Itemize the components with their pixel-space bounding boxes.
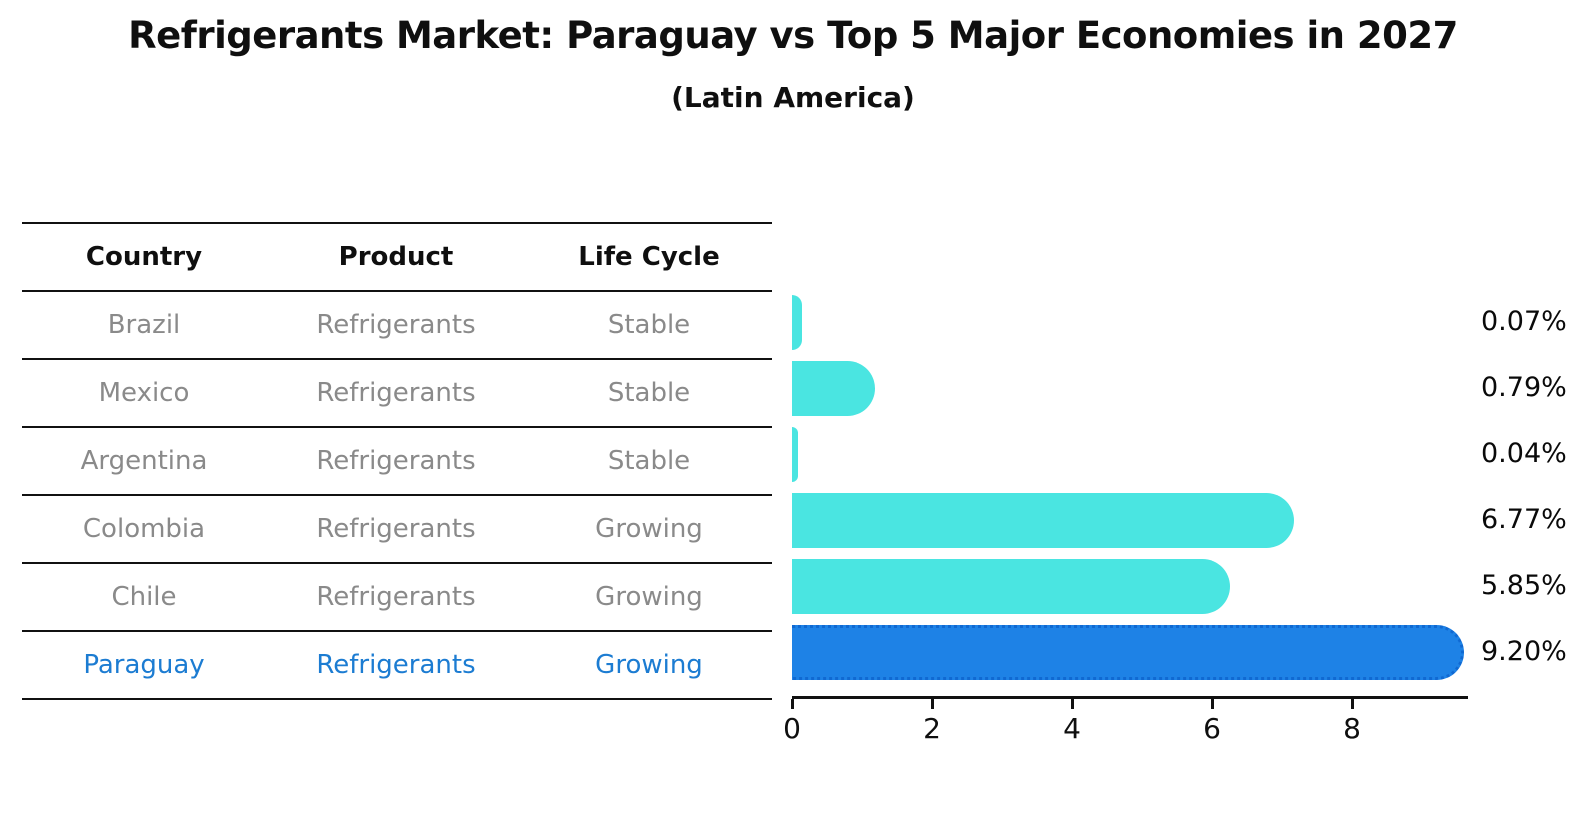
cell-country: Brazil	[107, 310, 181, 340]
cell-life-cycle: Growing	[595, 582, 703, 612]
x-tick-mark-2	[931, 699, 934, 709]
bar-argentina	[792, 426, 798, 482]
chart-subtitle: (Latin America)	[671, 81, 915, 114]
country-table: Country Product Life Cycle Brazil Refrige…	[22, 222, 772, 700]
x-axis-line	[792, 696, 1468, 699]
value-label-argentina: 0.04%	[1481, 438, 1567, 469]
value-label-chile: 5.85%	[1481, 570, 1567, 601]
value-label-brazil: 0.07%	[1481, 306, 1567, 337]
cell-country: Argentina	[80, 446, 208, 476]
cell-life-cycle: Growing	[595, 650, 703, 680]
x-tick-label-4: 4	[1063, 712, 1081, 745]
cell-life-cycle: Stable	[607, 310, 691, 340]
x-tick-label-6: 6	[1203, 712, 1221, 745]
cell-life-cycle: Growing	[595, 514, 703, 544]
bar-colombia	[792, 492, 1294, 548]
table-row-argentina: Argentina Refrigerants Stable	[22, 426, 772, 494]
bar-brazil	[792, 294, 802, 350]
bar-chile	[792, 558, 1230, 614]
table-header-life-cycle: Life Cycle	[578, 242, 720, 272]
cell-country: Colombia	[82, 514, 206, 544]
table-header-product: Product	[338, 242, 454, 272]
chart-title: Refrigerants Market: Paraguay vs Top 5 M…	[128, 14, 1458, 57]
value-label-colombia: 6.77%	[1481, 504, 1567, 535]
cell-country: Paraguay	[83, 650, 205, 680]
cell-product: Refrigerants	[316, 378, 476, 408]
value-label-paraguay: 9.20%	[1481, 636, 1567, 667]
x-tick-mark-8	[1351, 699, 1354, 709]
x-tick-label-2: 2	[923, 712, 941, 745]
value-label-mexico: 0.79%	[1481, 372, 1567, 403]
bar-paraguay	[792, 624, 1464, 680]
bar-mexico	[792, 360, 876, 416]
x-tick-label-8: 8	[1343, 712, 1361, 745]
x-tick-label-0: 0	[783, 712, 801, 745]
cell-life-cycle: Stable	[607, 378, 691, 408]
table-row-chile: Chile Refrigerants Growing	[22, 562, 772, 630]
cell-country: Chile	[111, 582, 177, 612]
table-row-colombia: Colombia Refrigerants Growing	[22, 494, 772, 562]
table-header-row: Country Product Life Cycle	[22, 222, 772, 290]
table-body: Brazil Refrigerants Stable Mexico Refrigeran…	[22, 290, 772, 698]
cell-life-cycle: Stable	[607, 446, 691, 476]
x-tick-mark-6	[1211, 699, 1214, 709]
cell-product: Refrigerants	[316, 650, 476, 680]
cell-product: Refrigerants	[316, 514, 476, 544]
x-tick-mark-0	[791, 699, 794, 709]
x-tick-mark-4	[1071, 699, 1074, 709]
cell-product: Refrigerants	[316, 310, 476, 340]
table-header-country: Country	[85, 242, 203, 272]
cell-country: Mexico	[98, 378, 190, 408]
table-row-brazil: Brazil Refrigerants Stable	[22, 290, 772, 358]
cell-product: Refrigerants	[316, 582, 476, 612]
table-row-paraguay: Paraguay Refrigerants Growing	[22, 630, 772, 698]
table-row-mexico: Mexico Refrigerants Stable	[22, 358, 772, 426]
cell-product: Refrigerants	[316, 446, 476, 476]
